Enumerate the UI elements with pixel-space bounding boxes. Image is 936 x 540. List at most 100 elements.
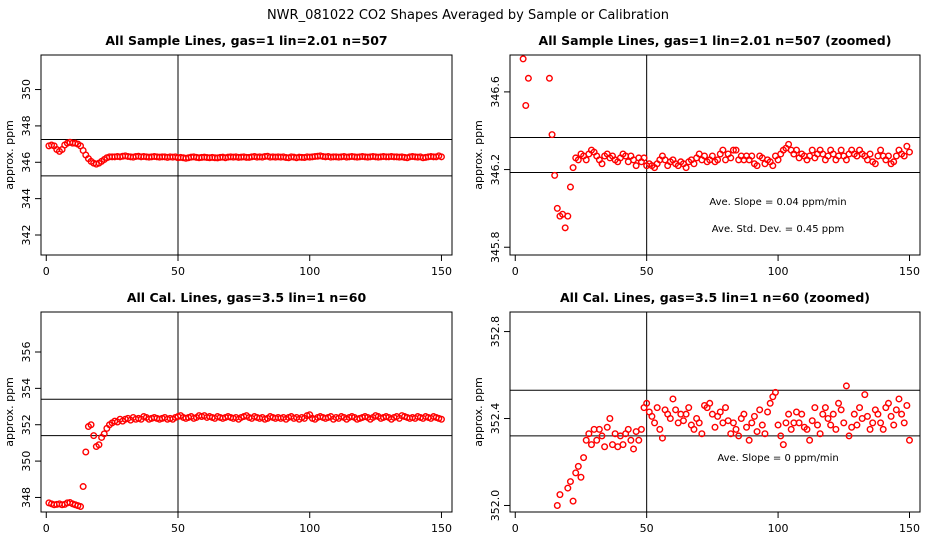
data-point — [787, 425, 795, 433]
x-tick-label: 100 — [768, 522, 789, 535]
data-point — [729, 146, 737, 154]
data-point — [821, 404, 829, 412]
data-point — [879, 425, 887, 433]
data-point — [643, 399, 651, 407]
data-point — [95, 441, 103, 449]
data-point — [887, 412, 895, 420]
data-point — [884, 152, 892, 160]
x-tick-label: 150 — [899, 522, 920, 535]
data-point — [866, 150, 874, 158]
data-point — [877, 419, 885, 427]
y-tick-label: 350 — [20, 79, 33, 100]
data-point — [569, 164, 577, 172]
data-point — [585, 430, 593, 438]
data-point — [648, 412, 656, 420]
data-point — [743, 423, 751, 431]
data-point — [437, 415, 445, 423]
data-point — [566, 478, 574, 486]
data-point — [690, 160, 698, 168]
data-point — [587, 441, 595, 449]
data-point — [798, 410, 806, 418]
data-point — [572, 469, 580, 477]
plot-frame — [509, 311, 921, 513]
data-point — [779, 441, 787, 449]
data-point — [803, 425, 811, 433]
data-point — [814, 421, 822, 429]
data-point — [842, 156, 850, 164]
data-point — [837, 146, 845, 154]
data-point — [869, 419, 877, 427]
data-point — [595, 425, 603, 433]
data-point — [795, 419, 803, 427]
data-point — [827, 421, 835, 429]
data-point — [835, 399, 843, 407]
data-point — [598, 160, 606, 168]
data-point — [900, 419, 908, 427]
panel-2: All Sample Lines, gas=1 lin=2.01 n=507 (… — [472, 33, 921, 278]
data-point — [708, 152, 716, 160]
data-point — [748, 152, 756, 160]
data-point — [100, 430, 108, 438]
data-point — [898, 410, 906, 418]
data-point — [808, 146, 816, 154]
data-point — [727, 430, 735, 438]
panel-3: All Cal. Lines, gas=3.5 lin=1 n=60 0 50 100… — [3, 290, 453, 535]
data-point — [722, 404, 730, 412]
data-point — [840, 419, 848, 427]
data-point — [905, 436, 913, 444]
data-point — [769, 162, 777, 170]
data-point — [811, 404, 819, 412]
y-tick-label: 346 — [20, 152, 33, 173]
y-tick-label: 356 — [20, 342, 33, 363]
panels: All Sample Lines, gas=1 lin=2.01 n=507 0 5… — [3, 33, 921, 535]
data-point — [569, 497, 577, 505]
x-tick-label: 150 — [431, 522, 452, 535]
x-tick-label: 50 — [171, 265, 185, 278]
data-point — [522, 101, 530, 109]
data-point — [698, 430, 706, 438]
data-point — [553, 501, 561, 509]
data-point — [766, 399, 774, 407]
data-point — [551, 171, 559, 179]
data-point — [845, 432, 853, 440]
data-point — [79, 483, 87, 491]
data-point — [732, 425, 740, 433]
data-point — [785, 140, 793, 148]
y-tick-label: 352.0 — [489, 490, 502, 522]
data-point — [735, 432, 743, 440]
data-point — [740, 410, 748, 418]
data-point — [437, 153, 445, 161]
y-axis-label: approx. ppm — [3, 120, 16, 190]
x-tick-label: 0 — [512, 265, 519, 278]
data-point — [564, 484, 572, 492]
data-point — [903, 401, 911, 409]
x-tick-label: 50 — [171, 522, 185, 535]
data-point — [669, 395, 677, 403]
data-point — [884, 399, 892, 407]
x-tick-label: 0 — [43, 522, 50, 535]
data-point — [900, 152, 908, 160]
data-point — [771, 388, 779, 396]
data-point — [711, 423, 719, 431]
x-tick-label: 50 — [640, 522, 654, 535]
data-point — [729, 419, 737, 427]
data-point — [792, 146, 800, 154]
data-points — [45, 138, 445, 168]
data-point — [782, 419, 790, 427]
annotation: Ave. Slope = 0.04 ppm/min — [709, 197, 846, 208]
data-point — [745, 436, 753, 444]
data-point — [637, 425, 645, 433]
data-point — [553, 204, 561, 212]
x-tick-label: 150 — [899, 265, 920, 278]
data-point — [624, 425, 632, 433]
data-point — [714, 156, 722, 164]
y-tick-label: 354 — [20, 378, 33, 399]
data-point — [829, 410, 837, 418]
data-point — [651, 419, 659, 427]
x-tick-label: 100 — [768, 265, 789, 278]
data-point — [582, 156, 590, 164]
y-tick-label: 344 — [20, 188, 33, 209]
data-point — [82, 448, 90, 456]
data-point — [90, 432, 98, 440]
plot-frame — [40, 311, 453, 513]
